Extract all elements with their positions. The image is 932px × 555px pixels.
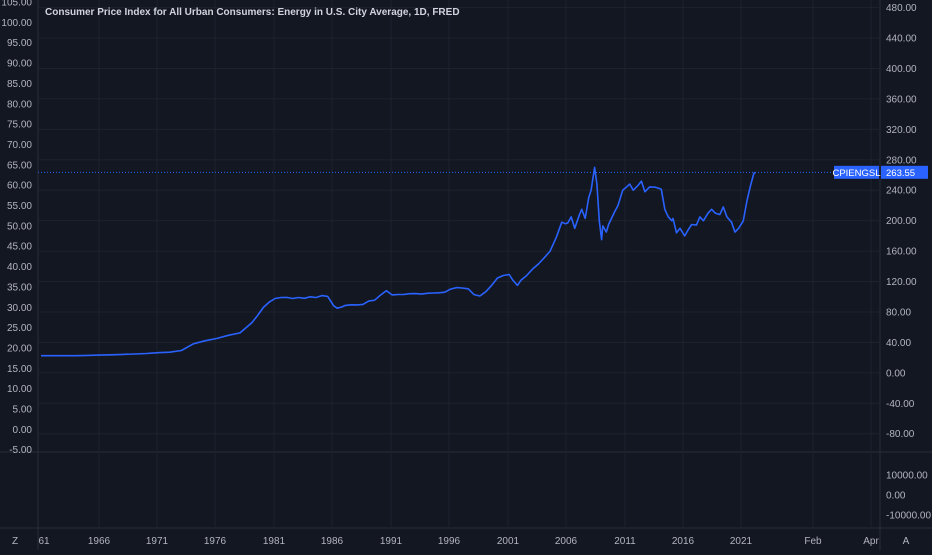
left-axis-tick-label: 100.00	[1, 18, 32, 29]
x-tick-label: 1976	[204, 536, 227, 547]
right-axis-tick-label: 200.00	[886, 216, 917, 227]
right-axis-tick-label: 280.00	[886, 155, 917, 166]
x-tick-label: 2006	[555, 536, 578, 547]
left-axis-tick-label: 75.00	[7, 120, 32, 131]
left-axis-tick-label: 15.00	[7, 364, 32, 375]
x-tick-label: 1986	[321, 536, 344, 547]
x-tick-label: 1996	[438, 536, 461, 547]
lower-pane-tick-label: 10000.00	[886, 471, 928, 482]
series-line-cpiengsl[interactable]	[41, 166, 756, 357]
x-tick-label: 2001	[497, 536, 520, 547]
right-axis-tick-label: 400.00	[886, 64, 917, 75]
log-scale-toggle-button[interactable]: Z	[12, 536, 18, 547]
chart-title: Consumer Price Index for All Urban Consu…	[45, 7, 460, 18]
left-axis-tick-label: 85.00	[7, 79, 32, 90]
right-axis-tick-label: 160.00	[886, 247, 917, 258]
right-axis-tick-label: 320.00	[886, 125, 917, 136]
auto-scale-toggle-button[interactable]: A	[903, 536, 910, 547]
x-tick-label: Feb	[804, 536, 822, 547]
left-axis-tick-label: 60.00	[7, 181, 32, 192]
lower-pane-tick-label: -10000.00	[886, 511, 931, 522]
right-axis-tick-label: 440.00	[886, 34, 917, 45]
left-axis-tick-label: 80.00	[7, 99, 32, 110]
right-axis-tick-label: 360.00	[886, 94, 917, 105]
x-tick-label: 2016	[672, 536, 695, 547]
last-value-tag	[881, 165, 928, 179]
left-axis-tick-label: 90.00	[7, 59, 32, 70]
series-name-tag	[834, 165, 879, 179]
left-axis-tick-label: 25.00	[7, 323, 32, 334]
x-tick-label: 61	[38, 536, 50, 547]
left-axis-tick-label: 70.00	[7, 140, 32, 151]
lower-pane-tick-label: 0.00	[886, 491, 906, 502]
last-value-label: 263.55	[886, 168, 915, 179]
right-axis-tick-label: 120.00	[886, 277, 917, 288]
left-axis-tick-label: 65.00	[7, 160, 32, 171]
left-axis-tick-label: 0.00	[13, 425, 33, 436]
right-axis-tick-label: -40.00	[886, 399, 915, 410]
x-tick-label: 1971	[146, 536, 169, 547]
x-tick-label: Apr	[863, 536, 879, 547]
series-name-label: CPIENGSL	[832, 168, 880, 179]
left-axis-tick-label: 10.00	[7, 384, 32, 395]
x-tick-label: 2021	[730, 536, 753, 547]
left-axis-tick-label: 35.00	[7, 282, 32, 293]
right-axis-tick-label: 0.00	[886, 368, 906, 379]
left-axis-tick-label: 20.00	[7, 343, 32, 354]
right-axis-tick-label: 480.00	[886, 3, 917, 14]
left-axis-tick-label: 5.00	[13, 405, 33, 416]
right-axis-tick-label: 80.00	[886, 307, 911, 318]
x-tick-label: 1966	[88, 536, 111, 547]
right-axis-tick-label: 240.00	[886, 186, 917, 197]
left-axis-tick-label: 55.00	[7, 201, 32, 212]
x-tick-label: 2011	[614, 536, 636, 547]
right-axis-tick-label: -80.00	[886, 429, 915, 440]
left-axis-tick-label: 30.00	[7, 303, 32, 314]
left-axis-tick-label: 95.00	[7, 38, 32, 49]
left-axis-tick-label: -5.00	[9, 445, 32, 456]
left-axis-tick-label: 40.00	[7, 262, 32, 273]
left-axis-tick-label: 45.00	[7, 242, 32, 253]
x-tick-label: 1991	[380, 536, 403, 547]
left-axis-tick-label: 50.00	[7, 221, 32, 232]
left-axis-tick-label: 105.00	[1, 0, 32, 9]
x-tick-label: 1981	[263, 536, 286, 547]
right-axis-tick-label: 40.00	[886, 338, 911, 349]
